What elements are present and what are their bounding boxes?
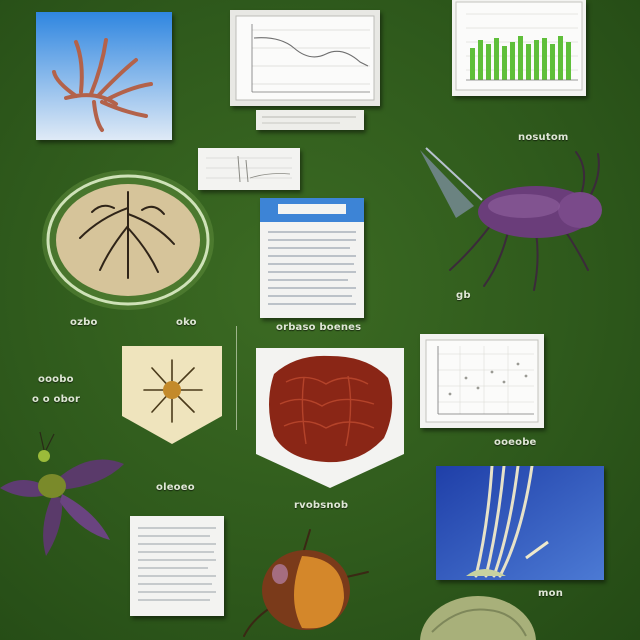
line-chart (230, 10, 380, 106)
coral-illustration (36, 12, 172, 140)
bar-chart (452, 0, 586, 96)
purple-insect-illustration (412, 140, 608, 300)
fungus-photo (436, 466, 604, 580)
label-bottom-right: mon (538, 588, 563, 599)
red-tissue-illustration (256, 348, 404, 488)
bee-insect-illustration (0, 428, 130, 558)
label-ring-right: oko (176, 317, 197, 328)
flower-shield-illustration (122, 346, 222, 444)
bottom-document-lines (130, 516, 224, 616)
caption-lines (256, 110, 364, 130)
label-ring-left: ozbo (70, 317, 98, 328)
label-doc-center: orbaso boenes (276, 322, 361, 333)
fungus-illustration (436, 466, 604, 580)
label-tick-center: rvobsnob (294, 500, 348, 511)
label-top-right: nosutom (518, 132, 569, 143)
seed-pod-illustration (240, 528, 370, 640)
document-text-lines (260, 198, 364, 318)
green-fruit-illustration (418, 592, 538, 640)
line-chart-card (230, 10, 380, 106)
bar-chart-card (452, 0, 586, 96)
divider-line (236, 326, 237, 430)
scatter-chart-card (420, 334, 544, 428)
line-chart-caption-strip (256, 110, 364, 130)
center-document (260, 198, 364, 318)
label-tick-left: oleoeo (156, 482, 195, 493)
coral-photo (36, 12, 172, 140)
root-ring-illustration (40, 168, 220, 316)
label-chart-right: ooeobe (494, 437, 537, 448)
bottom-document (130, 516, 224, 616)
label-left-mid-2: o o obor (32, 394, 80, 405)
label-left-mid-1: ooobo (38, 374, 74, 385)
scatter-chart (420, 334, 544, 428)
label-insect-small: gb (456, 290, 471, 301)
